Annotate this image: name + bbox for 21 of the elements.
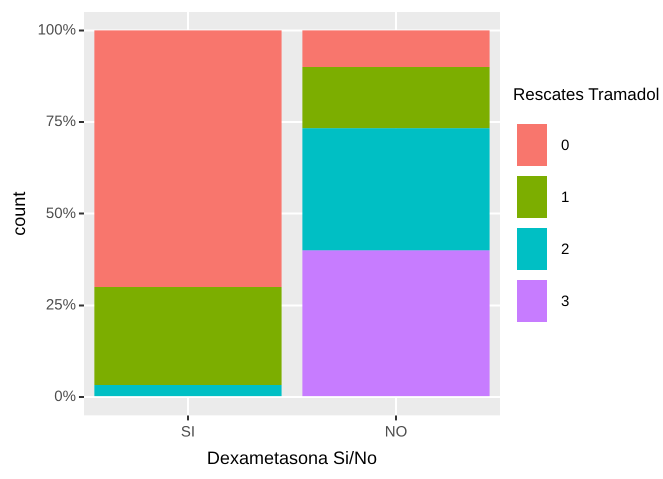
text: 0 bbox=[561, 136, 570, 154]
bar bbox=[302, 30, 490, 68]
bar bbox=[302, 250, 490, 396]
y-tick-label: 100% bbox=[38, 21, 76, 38]
text: 1 bbox=[561, 188, 570, 206]
x-tick-label: NO bbox=[384, 424, 408, 441]
x-tick-label: SI bbox=[180, 424, 196, 441]
y-axis-title: count bbox=[8, 192, 29, 236]
bar bbox=[94, 30, 282, 288]
y-tick-label: 75% bbox=[46, 113, 76, 130]
x-axis-title: Dexametasona Si/No bbox=[206, 448, 378, 468]
y-tick-label: 25% bbox=[46, 296, 76, 314]
y-tick-label: 0% bbox=[54, 388, 76, 406]
bar bbox=[302, 67, 490, 128]
bar bbox=[302, 128, 490, 250]
bar bbox=[94, 287, 282, 385]
legend-title: Rescates Tramadol bbox=[513, 85, 660, 105]
bar bbox=[94, 384, 282, 396]
y-tick-label: 50% bbox=[46, 204, 76, 222]
text: 2 bbox=[561, 240, 570, 258]
text: 3 bbox=[561, 292, 570, 310]
